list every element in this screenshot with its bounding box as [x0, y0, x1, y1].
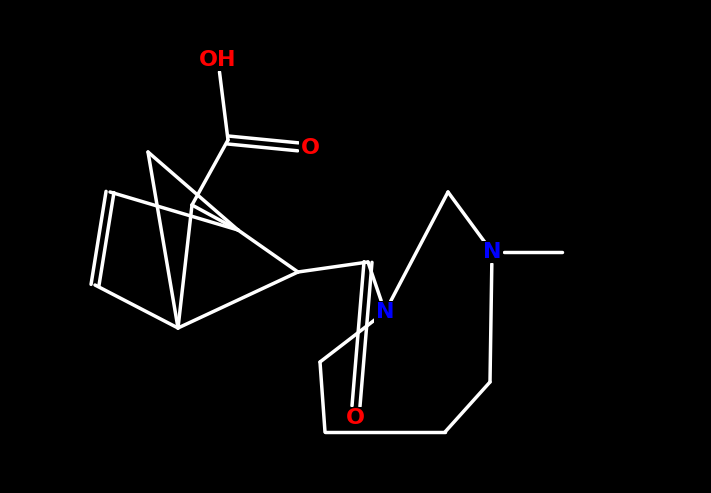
Text: N: N [375, 302, 395, 322]
Text: O: O [301, 138, 319, 158]
Text: N: N [483, 242, 501, 262]
Text: O: O [346, 408, 365, 428]
Text: OH: OH [199, 50, 237, 70]
